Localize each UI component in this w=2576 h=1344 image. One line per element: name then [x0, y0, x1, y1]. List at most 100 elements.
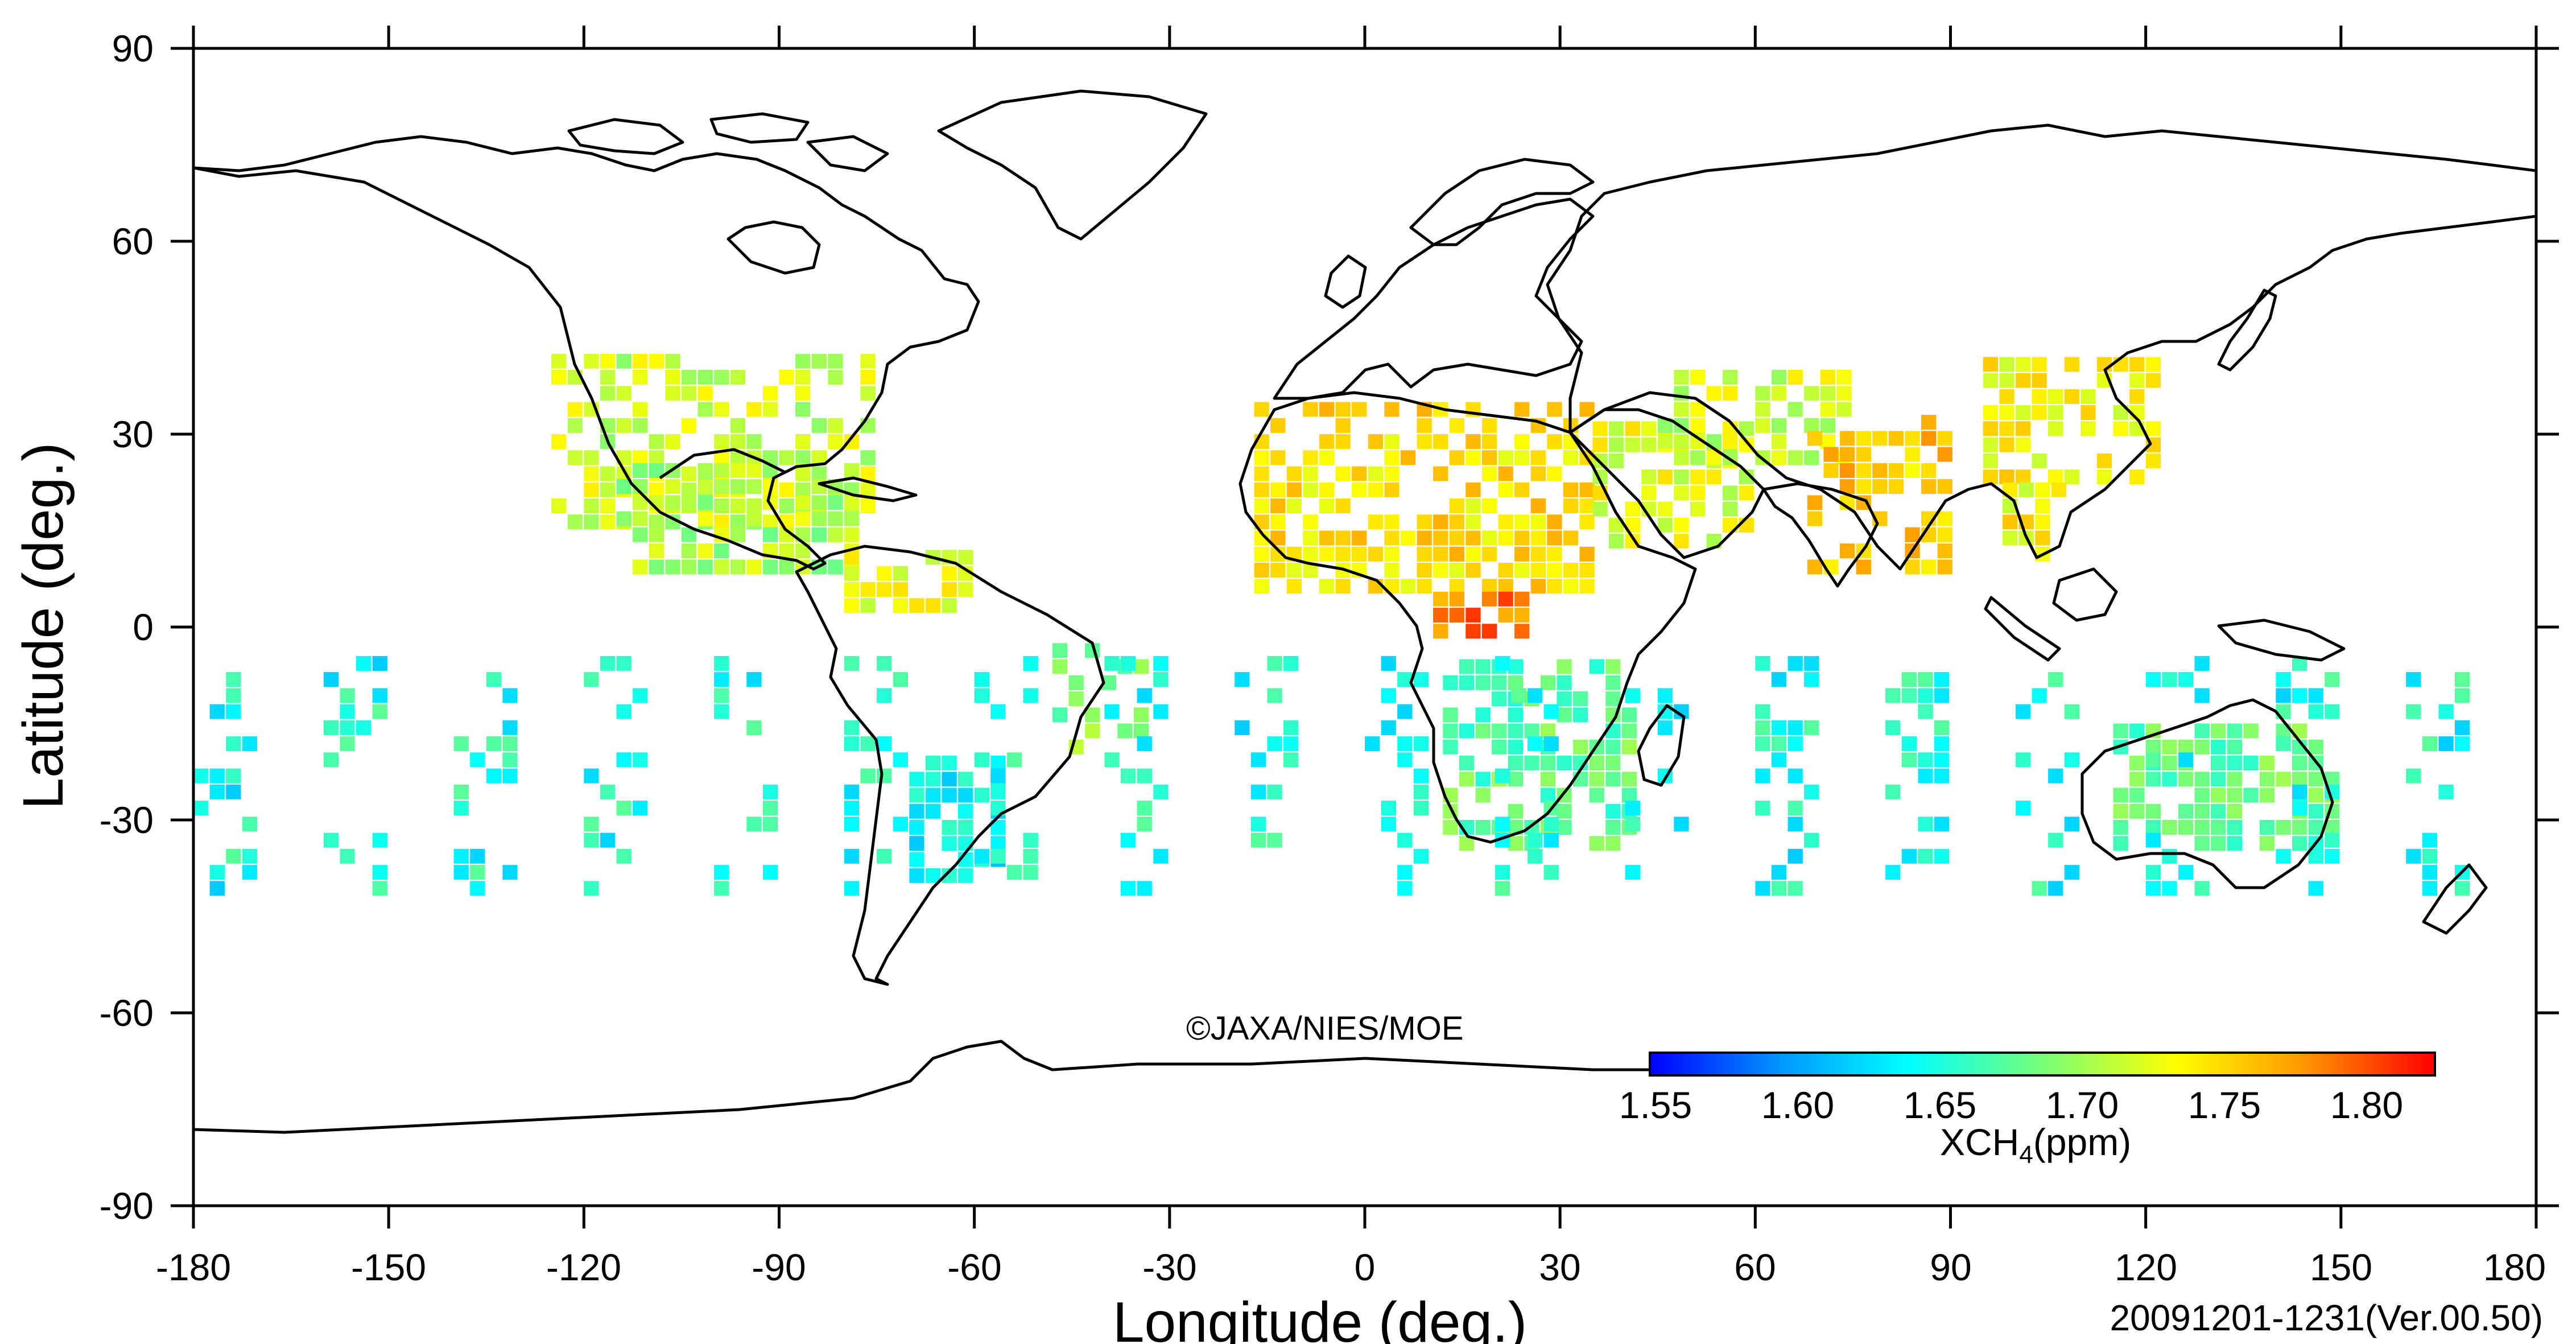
data-cell [1804, 450, 1819, 465]
coast-new-guinea [2217, 619, 2346, 662]
data-cell [453, 848, 469, 864]
data-cell [1621, 788, 1637, 803]
data-cell [974, 788, 989, 803]
data-cell [1983, 421, 1998, 436]
data-cell [1771, 450, 1787, 465]
data-cell [2145, 453, 2161, 468]
data-cell [1641, 485, 1657, 501]
data-cell [2308, 881, 2323, 896]
data-cell [1723, 386, 1738, 401]
data-cell [2129, 373, 2145, 388]
x-tick-label: 30 [1539, 1246, 1580, 1288]
data-cell [1771, 865, 1787, 880]
data-cell [714, 498, 729, 513]
data-cell [1492, 691, 1507, 706]
data-cell [2145, 865, 2161, 880]
data-cell [1706, 469, 1722, 485]
data-cell [453, 784, 469, 799]
data-cell [860, 598, 876, 613]
data-cell [1573, 707, 1588, 723]
data-cell [1901, 688, 1917, 703]
data-cell [1771, 881, 1787, 896]
data-cell [746, 434, 762, 449]
data-cell [1137, 688, 1152, 703]
coast-arctic-islands [567, 112, 889, 172]
data-cell [877, 582, 892, 597]
coastlines [193, 89, 2536, 1134]
data-cell [1498, 530, 1513, 546]
data-cell [2259, 772, 2275, 787]
colorbar-tick-labels: 1.55 1.60 1.65 1.70 1.75 1.80 [1619, 1084, 2403, 1126]
data-cell [616, 752, 631, 768]
data-cell [1498, 514, 1513, 530]
data-cell [746, 672, 762, 687]
data-cell [340, 688, 355, 703]
data-cell [958, 788, 973, 803]
data-cell [762, 865, 778, 880]
data-cell [1052, 659, 1068, 674]
data-cell [2227, 788, 2242, 803]
data-cell [1433, 546, 1448, 562]
data-cell [1723, 434, 1738, 449]
data-cell [1475, 772, 1491, 787]
data-cell [2178, 803, 2194, 819]
data-cell [1921, 559, 1937, 575]
data-cell [1508, 803, 1523, 819]
data-cell [2325, 704, 2340, 719]
data-cell [1563, 530, 1579, 546]
data-cell [1540, 756, 1556, 770]
data-cell [2292, 756, 2307, 770]
data-cell [714, 463, 729, 478]
data-cell [372, 688, 387, 703]
data-cell [990, 756, 1006, 770]
data-cell [502, 736, 518, 752]
data-cell [909, 852, 924, 867]
data-cell [2015, 704, 2031, 719]
data-cell [1514, 546, 1530, 562]
data-cell [1820, 418, 1835, 433]
data-cell [1609, 421, 1624, 436]
data-cell [2048, 389, 2063, 404]
data-cell [1443, 707, 1458, 723]
data-cell [2194, 723, 2210, 739]
data-cell [1573, 739, 1588, 755]
data-cell [877, 768, 892, 784]
coast-arabia [1568, 408, 1765, 559]
data-cell [795, 370, 811, 385]
data-cell [2032, 389, 2047, 404]
data-cell [633, 450, 648, 465]
data-cell [1592, 501, 1608, 517]
data-cell [633, 511, 648, 526]
data-cell [1481, 498, 1497, 513]
data-cell [1937, 559, 1952, 575]
data-cell [1495, 865, 1510, 880]
data-cell [1443, 675, 1458, 690]
data-cell [502, 768, 518, 784]
coast-madagascar [1637, 704, 1686, 787]
data-cell [1540, 788, 1556, 803]
data-cell [925, 803, 941, 819]
data-cell [1888, 431, 1904, 446]
data-cell [1514, 563, 1530, 578]
data-cell [1905, 559, 1920, 575]
data-cell [1368, 482, 1383, 497]
data-cell [1690, 370, 1706, 385]
data-cell [2259, 820, 2275, 835]
data-cell [1270, 482, 1286, 497]
data-cell [1449, 514, 1464, 530]
data-cell [746, 463, 762, 478]
data-cell [323, 832, 339, 848]
data-cell [909, 772, 924, 787]
data-cell [1674, 402, 1689, 417]
data-cell [600, 353, 616, 369]
data-cell [633, 559, 648, 575]
data-cell [714, 402, 729, 417]
data-cell [762, 514, 778, 530]
data-cell [1856, 479, 1871, 494]
coast-europe [1273, 197, 1595, 400]
data-cell [1465, 624, 1481, 639]
data-cell [1498, 579, 1513, 594]
data-cell [1563, 579, 1579, 594]
data-cell [1508, 707, 1523, 723]
data-cell [1901, 848, 1917, 864]
